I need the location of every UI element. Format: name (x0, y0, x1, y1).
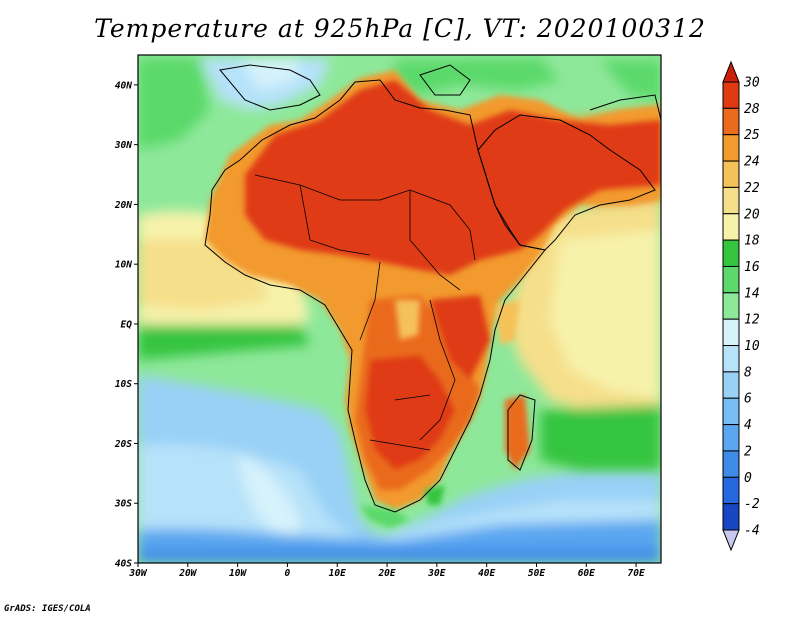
country-borders (254, 174, 476, 451)
colorbar-box (722, 397, 740, 426)
colorbar-box (722, 265, 740, 294)
colorbar-label: 25 (744, 128, 760, 143)
balkans-coastline (419, 64, 471, 96)
colorbar-box (722, 213, 740, 241)
lat-tick-label: 40S (115, 559, 132, 570)
colorbar-box (722, 81, 740, 109)
map-frame (137, 54, 662, 564)
colorbar-box (722, 345, 740, 373)
lon-tick-label: 10W (229, 568, 247, 579)
temperature-field (138, 55, 661, 563)
colorbar-label: 14 (744, 286, 760, 301)
lon-tick-label: 30W (128, 568, 147, 579)
colorbar-label: 4 (744, 418, 752, 433)
iberia-coastline (219, 64, 321, 111)
lon-tick-label: 10E (329, 568, 346, 579)
colorbar-label: 24 (744, 155, 760, 170)
colorbar-box (722, 450, 740, 478)
chart-title: Temperature at 925hPa [C], VT: 202010031… (94, 14, 706, 43)
colorbar-box (722, 107, 740, 136)
lat-tick-label: 20S (114, 439, 132, 450)
lat-tick-label: 20N (114, 200, 132, 211)
colorbar-label: 8 (744, 365, 752, 380)
colorbar-box (722, 186, 740, 215)
colorbar-label: 18 (744, 234, 760, 249)
colorbar-box (722, 292, 740, 320)
colorbar-label: 12 (744, 313, 760, 328)
lat-tick-label: EQ (121, 319, 133, 330)
colorbar-label: 6 (744, 392, 752, 407)
lon-tick-label: 20E (377, 568, 395, 579)
colorbar-label: 30 (743, 76, 760, 91)
colorbar-box (722, 318, 740, 347)
colorbar-over-triangle (722, 60, 740, 83)
iran-coastline (589, 94, 661, 121)
colorbar-box (722, 476, 740, 505)
axis-ticks: 30W 20W 10W 0 10E 20E 30E 40E 50E 60E 70E 40N 30N 20N… (114, 80, 645, 579)
colorbar-label: -4 (744, 524, 760, 539)
colorbar-box (722, 160, 740, 188)
colorbar-box (722, 134, 740, 162)
lon-tick-label: 30E (427, 568, 445, 579)
colorbar-label: 16 (744, 260, 760, 275)
colorbar-under-triangle (722, 529, 740, 552)
lat-tick-label: 10S (115, 379, 132, 390)
lon-tick-label: 40E (478, 568, 495, 579)
colorbar-label: 22 (744, 181, 760, 196)
colorbar-label: 0 (744, 471, 752, 486)
madagascar-coastline (507, 394, 536, 471)
arabia-coastline (477, 114, 656, 251)
colorbar-box (722, 371, 740, 399)
lat-tick-label: 10N (115, 260, 132, 271)
lon-tick-label: 70E (628, 568, 645, 579)
lon-tick-label: 60E (578, 568, 595, 579)
africa-coastline (204, 79, 546, 513)
lon-tick-label: 50E (528, 568, 545, 579)
colorbar-label: 2 (744, 444, 752, 459)
colorbar-box (722, 424, 740, 452)
coastlines (204, 64, 661, 513)
land-hot-core (245, 80, 661, 490)
colorbar-label: -2 (744, 497, 760, 512)
lon-tick-label: 0 (285, 568, 291, 579)
colorbar-label: 10 (744, 339, 760, 354)
lat-tick-label: 30N (114, 140, 132, 151)
lat-tick-label: 40N (115, 80, 132, 91)
cool-ocean-band (138, 375, 661, 563)
grads-credit: GrADS: IGES/COLA (4, 604, 91, 614)
lat-tick-label: 30S (114, 499, 132, 510)
colorbar-label: 28 (744, 102, 760, 117)
colorbar-label: 20 (744, 207, 760, 222)
colorbar-box (722, 503, 740, 531)
lon-tick-label: 20W (178, 568, 197, 579)
colorbar-box (722, 239, 740, 267)
